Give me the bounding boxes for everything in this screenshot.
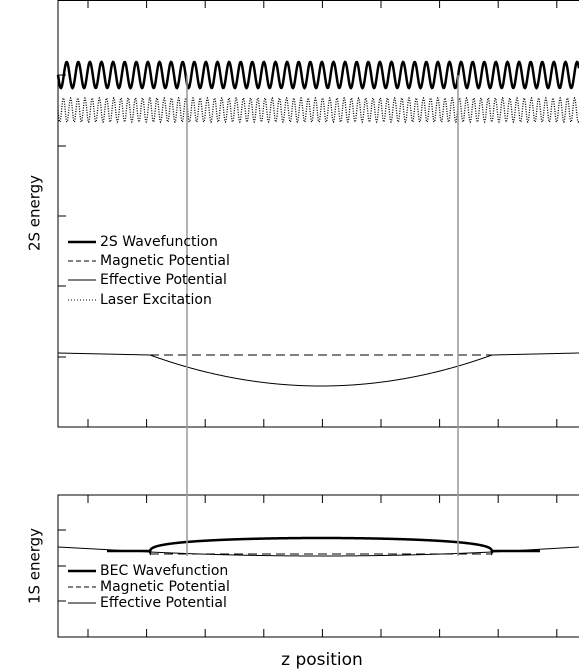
legend-label: Laser Excitation [100,292,212,308]
y-axis-label: 1S energy [26,528,44,604]
legend-label: BEC Wavefunction [100,563,228,579]
legend-label: Magnetic Potential [100,579,230,595]
top-frame [57,0,579,428]
bec-wavefunction [107,536,540,556]
ticks [58,0,558,637]
legend-label: 2S Wavefunction [100,234,218,250]
top-legend: 2S Wavefunction Magnetic Potential Effec… [68,234,230,308]
y-axis-label: 2S energy [26,175,44,251]
wavefunction-2s [56,60,579,90]
legend-label: Effective Potential [100,272,227,288]
effective-potential [57,352,579,387]
x-axis-label: z position [281,650,363,670]
laser-excitation [57,96,579,124]
legend-label: Effective Potential [100,595,227,611]
legend-label: Magnetic Potential [100,253,230,269]
curves [56,60,579,557]
bottom-legend: BEC Wavefunction Magnetic Potential Effe… [68,563,230,611]
